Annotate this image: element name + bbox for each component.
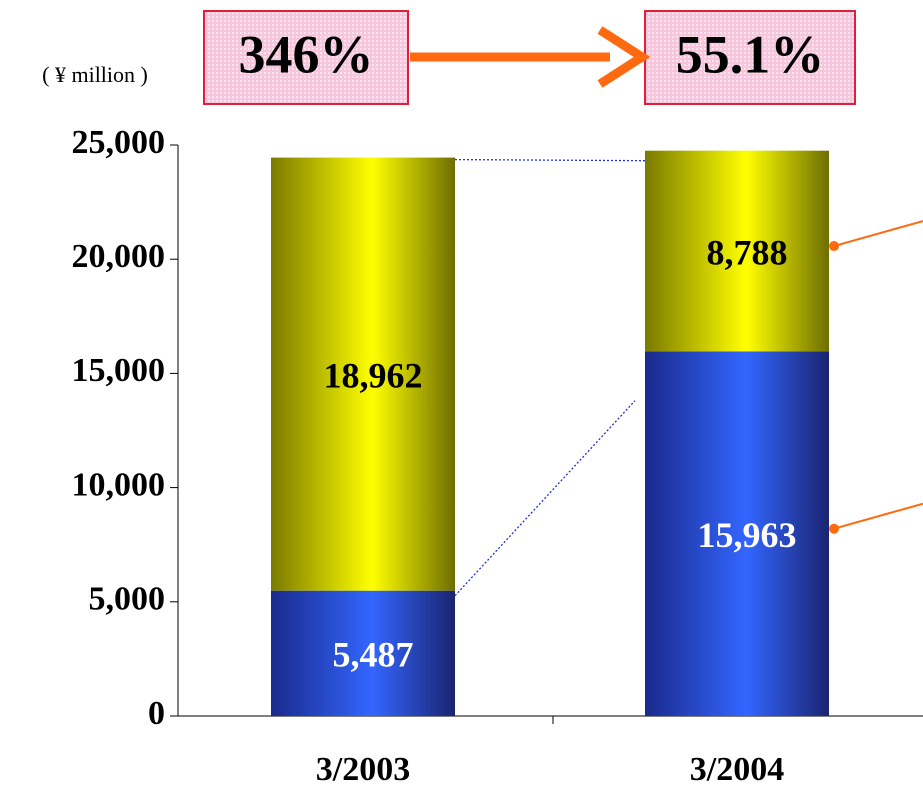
annotation: 346%	[239, 24, 374, 84]
bar-segment	[645, 351, 829, 716]
arrow-head	[597, 26, 651, 88]
callout-dot	[829, 241, 839, 252]
annotation-box	[644, 10, 856, 105]
y-tick-label: 20,000	[72, 238, 166, 275]
x-tick-label: 3/2004	[690, 751, 784, 788]
y-tick-label: 0	[148, 695, 165, 732]
callout-dot	[829, 523, 839, 534]
callout-line	[833, 220, 923, 248]
y-tick-label: 5,000	[89, 581, 166, 618]
x-tick-label: 3/2003	[316, 751, 410, 788]
connector	[454, 158, 646, 162]
y-tick-label: 10,000	[72, 466, 166, 503]
data-label: 18,962	[324, 355, 423, 395]
data-label: 5,487	[333, 635, 414, 675]
annotation: 55.1%	[676, 24, 825, 84]
annotation-box	[203, 10, 409, 105]
connector	[454, 400, 636, 597]
unit-label: ( ¥ million )	[42, 62, 148, 87]
data-label: 8,788	[707, 232, 788, 272]
bar-segment	[645, 150, 829, 352]
y-tick-label: 25,000	[72, 124, 166, 161]
data-label: 15,963	[698, 515, 797, 555]
bar-segment	[271, 590, 455, 716]
y-tick-label: 15,000	[72, 352, 166, 389]
bar-segment	[271, 157, 455, 591]
callout-line	[833, 502, 923, 530]
